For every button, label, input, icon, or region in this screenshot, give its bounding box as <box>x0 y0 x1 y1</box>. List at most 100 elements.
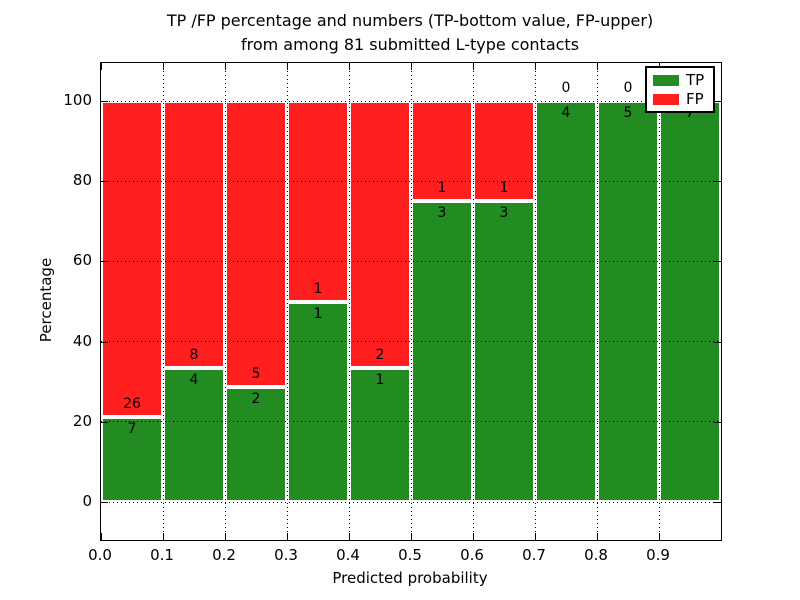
fp-count-label: 1 <box>313 280 323 297</box>
y-tick-label: 60 <box>72 251 92 270</box>
y-tick-mark <box>101 502 108 503</box>
fp-count-label: 26 <box>123 395 141 412</box>
y-tick-mark <box>714 181 721 183</box>
x-tick-mark <box>287 533 288 540</box>
tp-count-label: 7 <box>127 420 137 437</box>
y-tick-label: 20 <box>72 411 92 430</box>
gridline-vertical <box>472 63 474 540</box>
bar-tp <box>597 101 659 502</box>
y-tick-mark <box>714 502 721 503</box>
x-tick-mark <box>225 533 226 540</box>
x-tick-mark <box>597 63 598 70</box>
tp-count-label: 1 <box>313 305 323 322</box>
x-tick-label: 0.4 <box>336 546 360 564</box>
x-tick-mark <box>163 533 164 540</box>
gridline-horizontal <box>101 341 721 343</box>
x-tick-mark <box>473 63 474 70</box>
gridline-horizontal <box>101 421 721 423</box>
tp-count-label: 3 <box>437 205 447 222</box>
x-tick-mark <box>535 63 536 70</box>
x-tick-label: 0.1 <box>150 546 174 564</box>
fp-count-label: 8 <box>189 347 199 364</box>
gridline-horizontal <box>101 180 721 182</box>
bar-fp <box>163 101 225 369</box>
x-tick-mark <box>411 63 412 70</box>
x-tick-mark <box>535 533 536 540</box>
y-tick-label: 80 <box>72 171 92 190</box>
bar-tp <box>101 416 163 502</box>
x-tick-mark <box>349 533 350 540</box>
y-tick-mark <box>714 101 721 102</box>
bar-fp <box>349 101 411 369</box>
y-tick-mark <box>714 421 721 423</box>
x-tick-label: 0.9 <box>646 546 670 564</box>
fp-count-label: 1 <box>499 180 509 197</box>
y-tick-label: 40 <box>72 331 92 350</box>
fp-count-label: 0 <box>623 80 633 96</box>
x-tick-label: 0.7 <box>522 546 546 564</box>
x-tick-label: 0.2 <box>212 546 236 564</box>
tp-count-label: 5 <box>623 105 633 121</box>
bar-tp <box>287 301 349 502</box>
legend-label-tp: TP <box>686 70 705 89</box>
tp-count-label: 7 <box>685 105 695 121</box>
gridline-vertical <box>658 63 660 540</box>
tp-count-label: 4 <box>189 372 199 389</box>
fp-count-label: 0 <box>561 80 571 96</box>
legend: TP FP <box>645 66 715 113</box>
x-tick-mark <box>225 63 226 70</box>
fp-swatch-icon <box>653 93 679 105</box>
bar-fp <box>287 101 349 302</box>
fp-count-label: 5 <box>251 366 261 383</box>
y-tick-mark <box>101 261 108 263</box>
gridline-horizontal <box>101 260 721 262</box>
bar-tp <box>411 201 473 502</box>
bar-fp <box>411 101 473 202</box>
bar-fp <box>225 101 287 388</box>
y-axis-label: Percentage <box>37 257 55 343</box>
gridline-horizontal <box>101 100 721 102</box>
x-tick-mark <box>659 533 660 540</box>
bar-fp <box>473 101 535 202</box>
tp-count-label: 1 <box>375 372 385 389</box>
gridline-vertical <box>224 63 226 540</box>
x-tick-label: 0.5 <box>398 546 422 564</box>
gridline-vertical <box>162 63 164 540</box>
y-tick-mark <box>714 261 721 263</box>
chart-title-line1: TP /FP percentage and numbers (TP-bottom… <box>166 11 654 30</box>
chart-title: TP /FP percentage and numbers (TP-bottom… <box>0 9 800 57</box>
x-tick-mark <box>597 533 598 540</box>
tp-count-label: 2 <box>251 391 261 408</box>
bar-tp <box>225 387 287 502</box>
bar-fp <box>101 101 163 417</box>
gridline-horizontal <box>101 501 721 503</box>
bar-tp <box>349 368 411 502</box>
y-tick-label: 0 <box>82 492 92 510</box>
x-tick-mark <box>101 63 102 70</box>
tp-count-label: 4 <box>561 105 571 121</box>
x-tick-mark <box>473 533 474 540</box>
gridline-vertical <box>534 63 536 540</box>
x-tick-label: 0.0 <box>88 546 112 564</box>
chart-title-line2: from among 81 submitted L-type contacts <box>240 35 580 54</box>
gridline-vertical <box>596 63 598 540</box>
x-axis-label: Predicted probability <box>332 569 488 587</box>
y-tick-mark <box>101 101 108 102</box>
gridline-vertical <box>286 63 288 540</box>
x-tick-label: 0.8 <box>584 546 608 564</box>
tp-count-label: 3 <box>499 205 509 222</box>
gridline-vertical <box>348 63 350 540</box>
x-tick-label: 0.3 <box>274 546 298 564</box>
fp-count-label: 2 <box>375 347 385 364</box>
legend-item-fp: FP <box>653 89 713 108</box>
x-tick-mark <box>287 63 288 70</box>
y-tick-mark <box>101 341 108 343</box>
legend-item-tp: TP <box>653 70 713 89</box>
x-tick-mark <box>349 63 350 70</box>
y-tick-label: 100 <box>63 91 92 109</box>
x-tick-mark <box>163 63 164 70</box>
bar-tp <box>659 101 721 502</box>
y-tick-mark <box>101 421 108 423</box>
legend-label-fp: FP <box>686 89 704 108</box>
